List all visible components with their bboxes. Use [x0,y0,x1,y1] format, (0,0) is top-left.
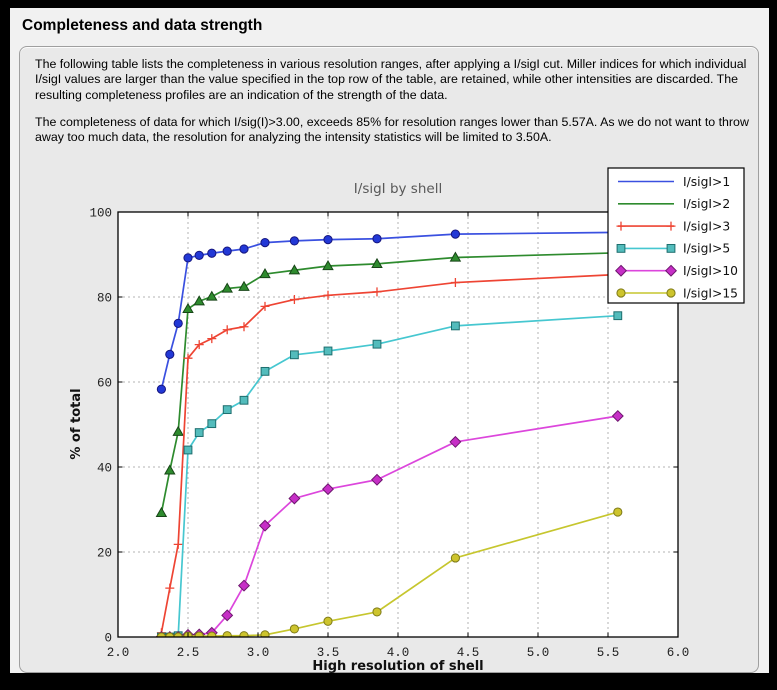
legend-entry-I/sigI>10 [614,264,678,277]
legend [607,167,745,304]
series-I/sigI>5 [157,311,623,637]
chart-area: 2.0 2.5 3.0 3.5 4.0 4.5 5.0 5.5 6.0 0 20 40 60 80 100 I… [10,160,767,675]
y-tick-label: 0 [104,632,112,646]
series-I/sigI>1 [156,227,623,394]
chart-title: I/sigI by shell [354,181,442,197]
page-title: Completeness and data strength [22,17,263,34]
x-tick-label: 5.5 [597,646,620,660]
legend-label: I/sigI>10 [683,264,738,278]
x-tick-label: 3.5 [317,646,340,660]
y-tick-label: 80 [97,292,112,306]
x-tick-label: 4.0 [387,646,410,660]
legend-label: I/sigI>15 [683,286,738,300]
x-tick-label: 3.0 [247,646,270,660]
x-tick-label: 2.0 [107,646,130,660]
y-axis-label: % of total [69,388,84,459]
series-I/sigI>2 [155,246,624,517]
legend-entry-I/sigI>5 [616,244,676,253]
conclusion-paragraph: The completeness of data for which I/sig… [35,115,749,145]
x-tick-label: 2.5 [177,646,200,660]
x-tick-label: 5.0 [527,646,550,660]
legend-entry-I/sigI>15 [616,288,676,298]
legend-entry-I/sigI>3 [616,221,676,231]
x-tick-label: 4.5 [457,646,480,660]
y-tick-label: 60 [97,377,112,391]
x-tick-label: 6.0 [667,646,690,660]
description-paragraph: The following table lists the completene… [35,57,747,102]
legend-label: I/sigI>1 [683,175,730,189]
x-axis-label: High resolution of shell [312,659,483,674]
legend-label: I/sigI>5 [683,242,730,256]
y-tick-label: 100 [89,207,112,221]
completeness-chart: 2.0 2.5 3.0 3.5 4.0 4.5 5.0 5.5 6.0 0 20 40 60 80 100 I… [69,167,745,674]
legend-label: I/sigI>3 [683,219,730,233]
y-tick-label: 40 [97,462,112,476]
y-tick-label: 20 [97,547,112,561]
page: Completeness and data strength The follo… [10,8,769,675]
legend-label: I/sigI>2 [683,197,730,211]
